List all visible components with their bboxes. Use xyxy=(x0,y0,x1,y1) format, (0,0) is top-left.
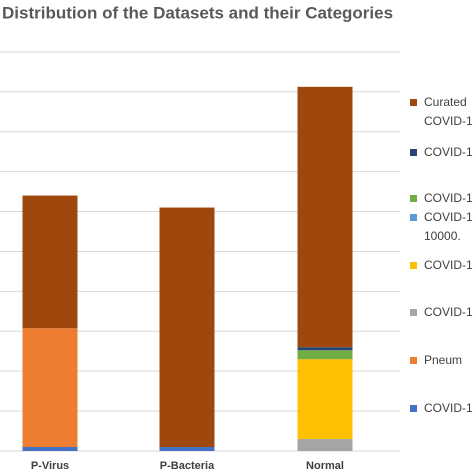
legend-label: Pneum xyxy=(424,353,462,367)
legend-swatch xyxy=(410,357,417,364)
bar-segment xyxy=(297,439,353,451)
x-tick-label: P-Virus xyxy=(31,460,69,472)
legend-label: COVID-1 xyxy=(424,145,473,159)
legend-label: Curated COVID-1 xyxy=(424,95,473,128)
bar-segment xyxy=(297,350,353,360)
bar-segment xyxy=(22,447,78,451)
chart-title: Distribution of the Datasets and their C… xyxy=(2,3,393,22)
bar-segment xyxy=(159,447,215,451)
legend-swatch xyxy=(410,309,417,316)
legend-label: COVID-1 10000. xyxy=(424,210,473,243)
bar-segment xyxy=(22,328,78,448)
bar-segment xyxy=(22,195,78,329)
legend-swatch xyxy=(410,195,417,202)
legend-swatch xyxy=(410,405,417,412)
legend-label: COVID-1 xyxy=(424,191,473,205)
bar-segment xyxy=(297,359,353,440)
legend-swatch xyxy=(410,99,417,106)
bar-segment xyxy=(297,347,353,351)
legend-label: COVID-1 xyxy=(424,258,473,272)
legend-label: COVID-1 xyxy=(424,401,473,415)
legend-swatch xyxy=(410,214,417,221)
legend-swatch xyxy=(410,262,417,269)
x-tick-label: Normal xyxy=(306,460,344,472)
x-tick-label: P-Bacteria xyxy=(160,460,215,472)
bar-segment xyxy=(159,207,215,448)
bar-segment xyxy=(297,86,353,348)
legend-swatch xyxy=(410,149,417,156)
legend-label: COVID-1 xyxy=(424,305,473,319)
